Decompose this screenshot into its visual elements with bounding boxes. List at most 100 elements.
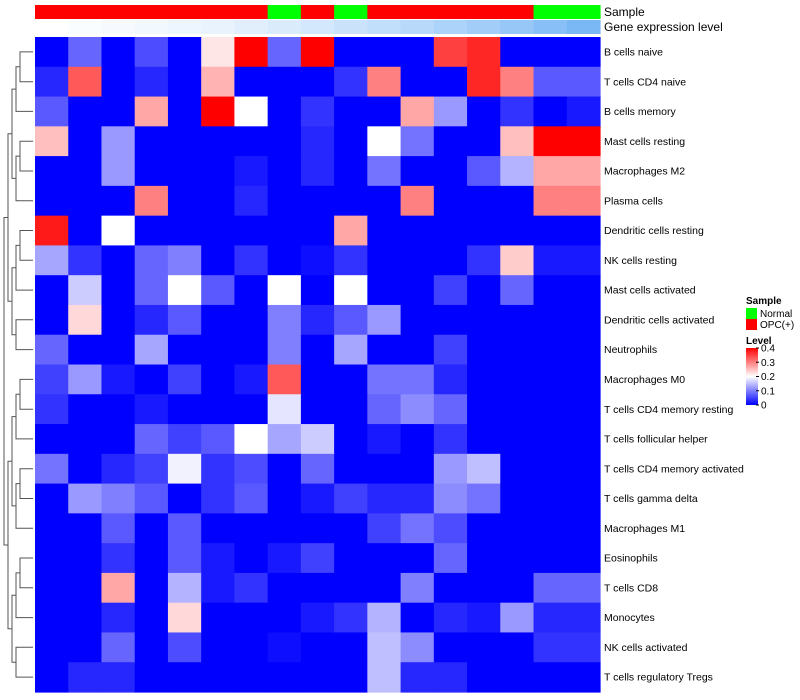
heatmap-cell [400, 334, 435, 366]
heatmap-cell [400, 364, 435, 395]
heatmap-cell [201, 632, 236, 663]
row-label: Neutrophils [604, 344, 657, 356]
heatmap-cell [433, 126, 468, 157]
heatmap-cell [68, 126, 103, 157]
heatmap-cell [433, 245, 468, 276]
legend-label-normal: Normal [760, 309, 792, 320]
sample-track-cell [566, 5, 601, 19]
heatmap-cell [134, 483, 169, 514]
heatmap-cell [300, 245, 335, 276]
heatmap-cell [35, 572, 69, 604]
row-label: Macrophages M1 [604, 523, 685, 535]
heatmap-cell [300, 364, 335, 395]
heatmap-cell [167, 394, 202, 425]
heatmap-cell [35, 424, 69, 455]
expression-track-cell [167, 20, 202, 34]
heatmap-cell [500, 215, 535, 247]
heatmap-cell [68, 215, 103, 247]
heatmap-cell [201, 126, 236, 157]
heatmap-cell [101, 334, 136, 366]
level-tick-label: 0.2 [761, 372, 775, 383]
heatmap-cell [533, 632, 568, 663]
heatmap-cell [533, 424, 568, 455]
heatmap-cell [566, 602, 601, 634]
heatmap-cell [400, 185, 435, 217]
heatmap-cell [167, 156, 202, 187]
heatmap-cell [334, 572, 368, 604]
heatmap-cell [234, 185, 269, 217]
heatmap-cell [101, 394, 136, 425]
heatmap-cell [467, 156, 501, 187]
heatmap-cell [167, 662, 202, 693]
heatmap-cell [500, 513, 535, 544]
sample-track-cell [334, 5, 368, 19]
heatmap-cell [101, 543, 136, 574]
heatmap-cell [201, 96, 236, 127]
heatmap-cell [367, 632, 402, 663]
heatmap-cell [267, 602, 302, 634]
heatmap-cell [367, 334, 402, 366]
heatmap-cell [68, 37, 103, 68]
dendrogram-branch [11, 594, 16, 663]
heatmap-cell [167, 245, 202, 276]
sample-legend: Sample Normal OPC(+) [746, 296, 794, 331]
heatmap-cell [167, 334, 202, 366]
sample-track-cell [68, 5, 103, 19]
dendrogram-branch [15, 319, 33, 351]
legend-swatch-opc [746, 319, 757, 330]
sample-track-cell [134, 5, 169, 19]
heatmap-cell [68, 245, 103, 276]
heatmap-cell [467, 543, 501, 574]
heatmap-cell [68, 156, 103, 187]
row-label: B cells naive [604, 47, 663, 59]
heatmap-cell [500, 394, 535, 425]
heatmap-cell [334, 424, 368, 455]
heatmap-cell [201, 394, 236, 425]
heatmap-cell [334, 543, 368, 574]
heatmap-cell [167, 126, 202, 157]
expression-track-cell [68, 20, 103, 34]
heatmap-cell [35, 334, 69, 366]
heatmap-cell [134, 37, 169, 68]
expression-track-cell [234, 20, 269, 34]
sample-track-cell [400, 5, 435, 19]
heatmap-cell [167, 185, 202, 217]
heatmap-cell [566, 96, 601, 127]
heatmap-cell [367, 364, 402, 395]
heatmap-cell [300, 37, 335, 68]
heatmap-cell [334, 66, 368, 98]
heatmap-cell [68, 543, 103, 574]
heatmap-cell [234, 96, 269, 127]
heatmap-cell [566, 185, 601, 217]
heatmap-cell [201, 156, 236, 187]
heatmap-cell [500, 632, 535, 663]
heatmap-cell [234, 364, 269, 395]
heatmap-cell [201, 543, 236, 574]
heatmap-cell [467, 602, 501, 634]
heatmap-cell [400, 424, 435, 455]
heatmap-cell [35, 275, 69, 306]
row-label: T cells CD4 memory resting [604, 404, 733, 416]
heatmap-cell [334, 96, 368, 127]
heatmap-cell [433, 96, 468, 127]
heatmap-cell [400, 572, 435, 604]
heatmap-cell [101, 215, 136, 247]
heatmap-cell [234, 156, 269, 187]
heatmap-cell [500, 483, 535, 514]
heatmap-cell [101, 96, 136, 127]
heatmap-cell [400, 215, 435, 247]
expression-track-cell [367, 20, 402, 34]
heatmap-cell [267, 543, 302, 574]
heatmap-cell [433, 453, 468, 485]
row-label: Monocytes [604, 612, 655, 624]
heatmap-cell [433, 334, 468, 366]
dendrogram-branch [11, 88, 16, 179]
heatmap-cell [367, 572, 402, 604]
heatmap-cell [134, 602, 169, 634]
heatmap-cell [134, 126, 169, 157]
heatmap-cell [433, 364, 468, 395]
heatmap-cell [234, 37, 269, 68]
heatmap-cell [367, 96, 402, 127]
heatmap-cell [267, 334, 302, 366]
